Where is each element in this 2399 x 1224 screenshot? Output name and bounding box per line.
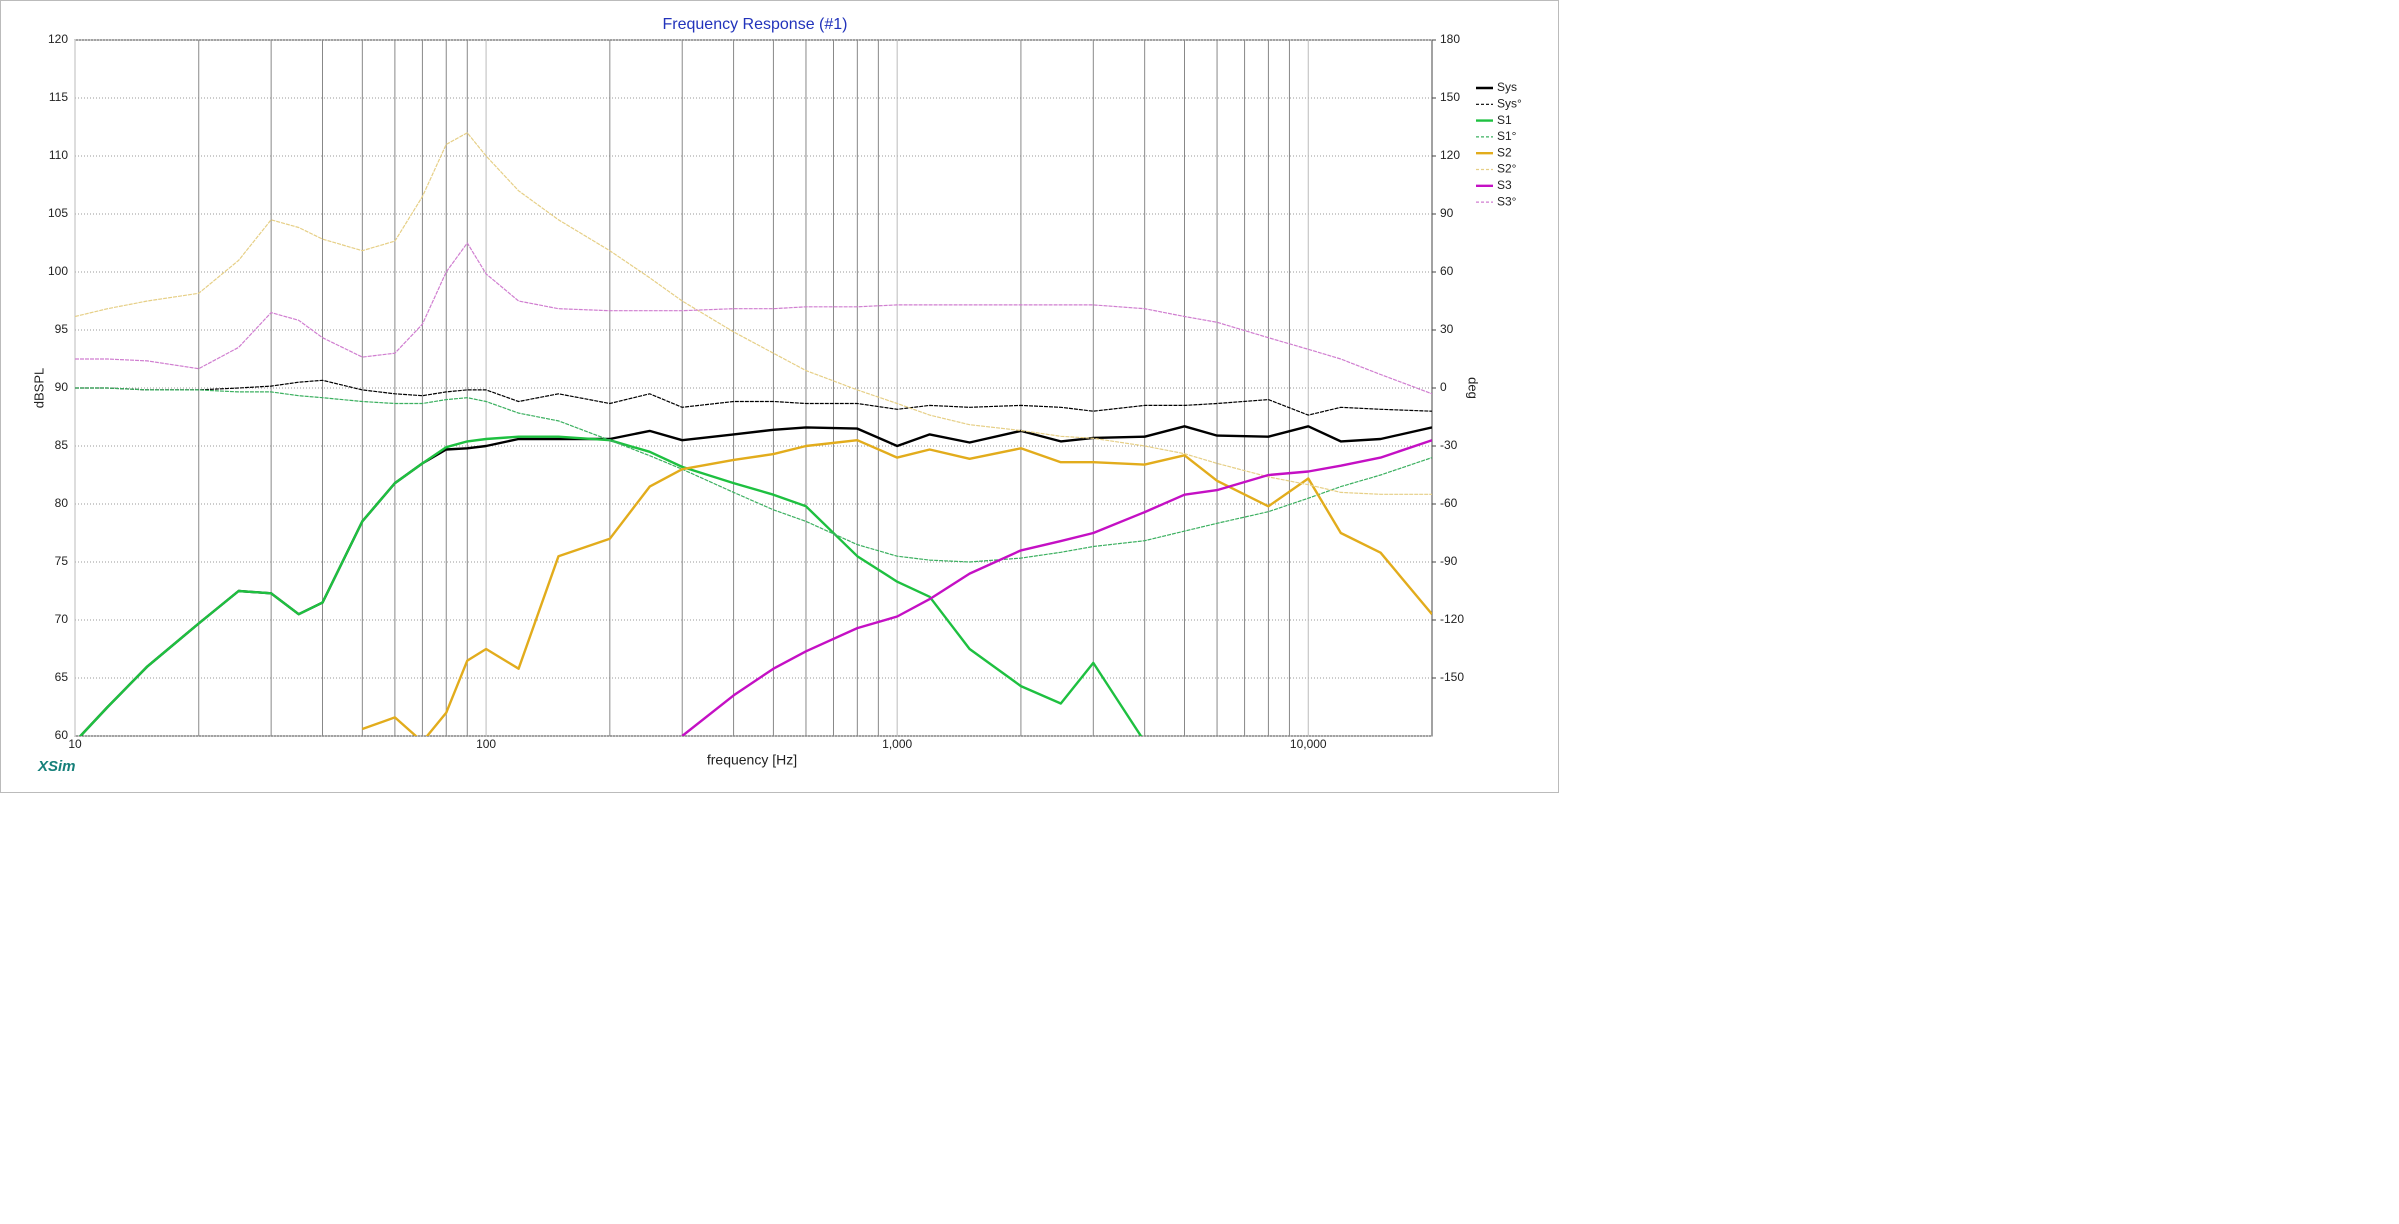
legend-label: S1: [1497, 113, 1512, 127]
frame: [0, 0, 1559, 793]
y-tick-label: 60: [55, 728, 69, 742]
x-tick-label: 1,000: [882, 737, 912, 751]
y2-tick-label: 120: [1440, 148, 1460, 162]
y2-tick-label: -150: [1440, 670, 1464, 684]
legend-label: S3°: [1497, 194, 1517, 208]
legend-label: S2°: [1497, 162, 1517, 176]
x-axis-label: frequency [Hz]: [707, 752, 797, 768]
y2-tick-label: -120: [1440, 612, 1464, 626]
y2-tick-label: 30: [1440, 322, 1454, 336]
y2-tick-label: -60: [1440, 496, 1458, 510]
y-tick-label: 100: [48, 264, 68, 278]
y-tick-label: 105: [48, 206, 68, 220]
magnitude-line: [361, 439, 1432, 736]
y2-tick-label: 60: [1440, 264, 1454, 278]
phase-line: [75, 379, 1432, 416]
x-tick-label: 100: [476, 737, 496, 751]
y-tick-label: 75: [55, 554, 69, 568]
y-tick-label: 65: [55, 670, 69, 684]
x-tick-label: 10,000: [1290, 737, 1327, 751]
y2-tick-label: 150: [1440, 90, 1460, 104]
y-tick-label: 95: [55, 322, 69, 336]
phase-line: [75, 132, 1432, 495]
chart-title: Frequency Response (#1): [663, 16, 848, 33]
y-tick-label: 85: [55, 438, 69, 452]
phase-line: [75, 242, 1432, 395]
legend-label: S3: [1497, 178, 1512, 192]
plot-layer: [75, 132, 1432, 736]
legend-label: Sys: [1497, 80, 1517, 94]
y2-tick-label: 90: [1440, 206, 1454, 220]
y2-tick-label: 180: [1440, 32, 1460, 46]
y2-tick-label: -90: [1440, 554, 1458, 568]
y-tick-label: 80: [55, 496, 69, 510]
legend-label: S1°: [1497, 129, 1517, 143]
y-tick-label: 115: [49, 90, 68, 104]
magnitude-line: [681, 439, 1432, 736]
y-tick-label: 110: [49, 148, 68, 162]
legend-label: S2: [1497, 145, 1512, 159]
y2-tick-label: 0: [1440, 380, 1447, 394]
y2-tick-label: -30: [1440, 438, 1458, 452]
magnitude-line: [78, 435, 1143, 736]
y2-axis-label: deg: [1466, 377, 1481, 399]
y-tick-label: 120: [48, 32, 68, 46]
x-tick-label: 10: [68, 737, 82, 751]
y-tick-label: 90: [55, 380, 69, 394]
watermark: XSim: [37, 758, 76, 775]
y-tick-label: 70: [55, 612, 69, 626]
y-axis-label: dBSPL: [31, 368, 46, 408]
legend-label: Sys°: [1497, 96, 1522, 110]
